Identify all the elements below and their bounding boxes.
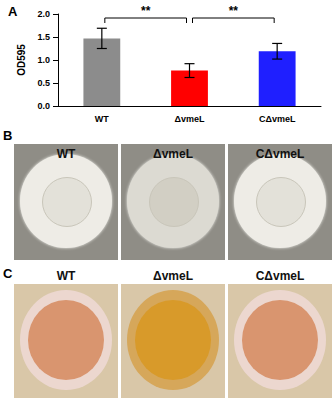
svg-text:OD595: OD595 xyxy=(16,44,27,76)
html-text:ΔvmeL: ΔvmeL xyxy=(153,269,193,283)
html-text:CΔvmeL: CΔvmeL xyxy=(255,147,305,161)
svg-text:CΔvmeL: CΔvmeL xyxy=(259,114,296,124)
svg-text:0.5: 0.5 xyxy=(37,78,50,88)
html-text:WT: WT xyxy=(56,269,76,283)
svg-text:1.0: 1.0 xyxy=(37,55,50,65)
svg-text:1.5: 1.5 xyxy=(37,32,50,42)
html-text:CΔvmeL: CΔvmeL xyxy=(255,269,305,283)
svg-text:**: ** xyxy=(229,4,239,18)
svg-text:0.0: 0.0 xyxy=(37,101,50,111)
svg-text:A: A xyxy=(8,4,18,19)
html-text:B: B xyxy=(3,128,13,143)
svg-text:**: ** xyxy=(141,4,151,18)
html-text:WT: WT xyxy=(56,147,76,161)
html-text:ΔvmeL: ΔvmeL xyxy=(153,147,193,161)
svg-text:WT: WT xyxy=(95,114,109,124)
svg-text:2.0: 2.0 xyxy=(37,9,50,19)
html-text:C: C xyxy=(3,266,13,281)
svg-text:ΔvmeL: ΔvmeL xyxy=(175,114,205,124)
